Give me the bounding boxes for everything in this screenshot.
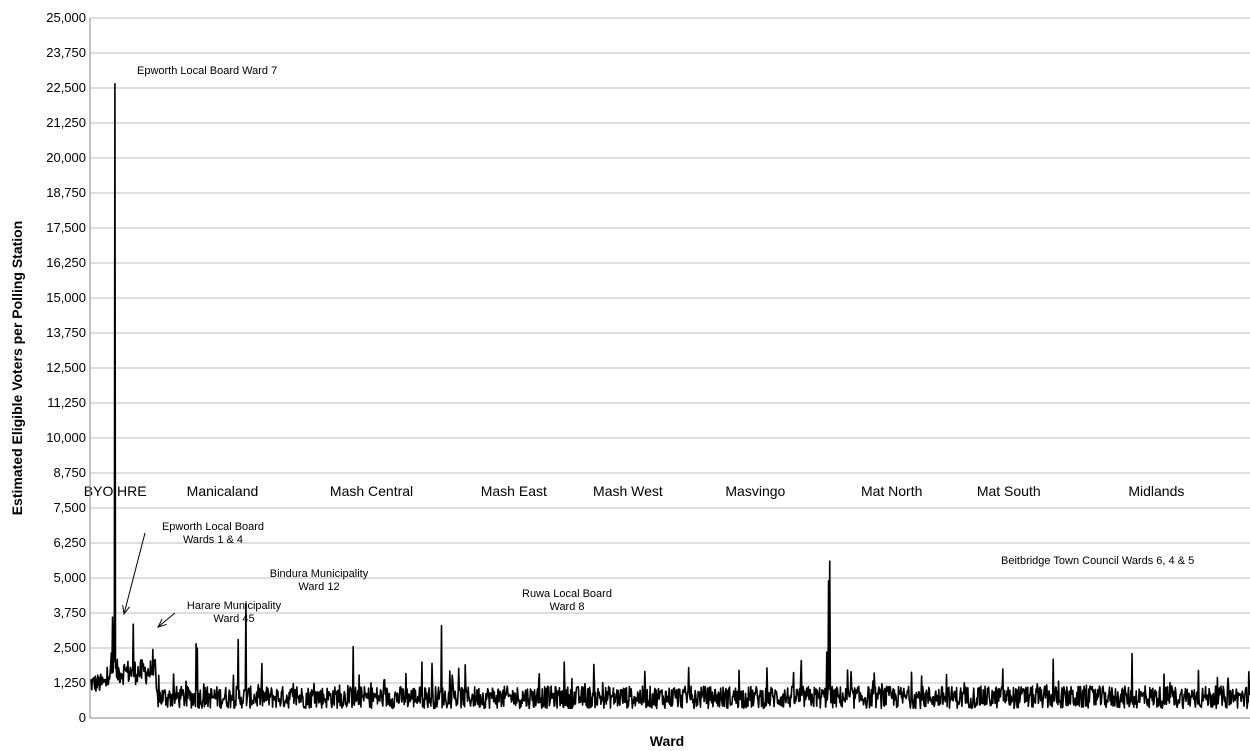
region-label: HRE — [117, 483, 147, 499]
y-tick-label: 23,750 — [46, 45, 86, 60]
y-tick-label: 10,000 — [46, 430, 86, 445]
gridlines — [90, 17, 1250, 684]
region-label: Mat South — [977, 483, 1041, 499]
region-labels: BYO HRE Manicaland Mash Central Mash East Mas… — [84, 483, 1185, 499]
y-tick-label: 2,500 — [53, 640, 86, 655]
y-tick-label: 1,250 — [53, 675, 86, 690]
y-tick-label: 13,750 — [46, 325, 86, 340]
region-label: Mash West — [593, 483, 663, 499]
y-tick-label: 3,750 — [53, 605, 86, 620]
y-tick-label: 6,250 — [53, 535, 86, 550]
annotation-label: Bindura Municipality — [270, 568, 369, 580]
y-tick-label: 15,000 — [46, 290, 86, 305]
annotation-arrowhead — [157, 618, 167, 628]
y-axis-ticks: 0 1,250 2,500 3,750 5,000 6,250 7,500 8,750 10,0… — [46, 10, 86, 725]
y-tick-label: 12,500 — [46, 360, 86, 375]
y-axis-title: Estimated Eligible Voters per Polling St… — [9, 221, 25, 516]
y-tick-label: 7,500 — [53, 500, 86, 515]
annotation-leader — [123, 532, 146, 615]
series-line — [89, 83, 1250, 710]
annotation-label: Harare Municipality — [187, 600, 282, 612]
y-tick-label: 25,000 — [46, 10, 86, 25]
annotation-leader — [157, 612, 176, 628]
annotation-label: Ward 12 — [298, 581, 339, 593]
annotation-label: Wards 1 & 4 — [183, 534, 243, 546]
region-label: Masvingo — [725, 483, 785, 499]
annotation-label: Ruwa Local Board — [522, 588, 612, 600]
y-tick-label: 17,500 — [46, 220, 86, 235]
annotations: Epworth Local Board Ward 7 Epworth Local … — [122, 65, 1194, 628]
y-tick-label: 5,000 — [53, 570, 86, 585]
region-label: Midlands — [1128, 483, 1184, 499]
region-label: BYO — [84, 483, 114, 499]
region-label: Mash Central — [330, 483, 413, 499]
y-tick-label: 16,250 — [46, 255, 86, 270]
y-tick-label: 8,750 — [53, 465, 86, 480]
annotation-label: Ward 8 — [549, 601, 584, 613]
region-label: Mash East — [481, 483, 547, 499]
x-axis-title: Ward — [650, 733, 684, 749]
annotation-label: Beitbridge Town Council Wards 6, 4 & 5 — [1001, 555, 1194, 567]
region-label: Mat North — [861, 483, 922, 499]
annotation-label: Ward 45 — [213, 613, 254, 625]
y-tick-label: 22,500 — [46, 80, 86, 95]
y-tick-label: 20,000 — [46, 150, 86, 165]
region-label: Manicaland — [187, 483, 259, 499]
y-tick-label: 18,750 — [46, 185, 86, 200]
annotation-arrowhead — [122, 605, 130, 616]
annotation-label: Epworth Local Board — [162, 521, 264, 533]
annotation-label: Epworth Local Board Ward 7 — [137, 65, 277, 77]
y-tick-label: 11,250 — [47, 395, 86, 410]
y-tick-label: 21,250 — [46, 115, 86, 130]
y-tick-label: 0 — [79, 710, 86, 725]
